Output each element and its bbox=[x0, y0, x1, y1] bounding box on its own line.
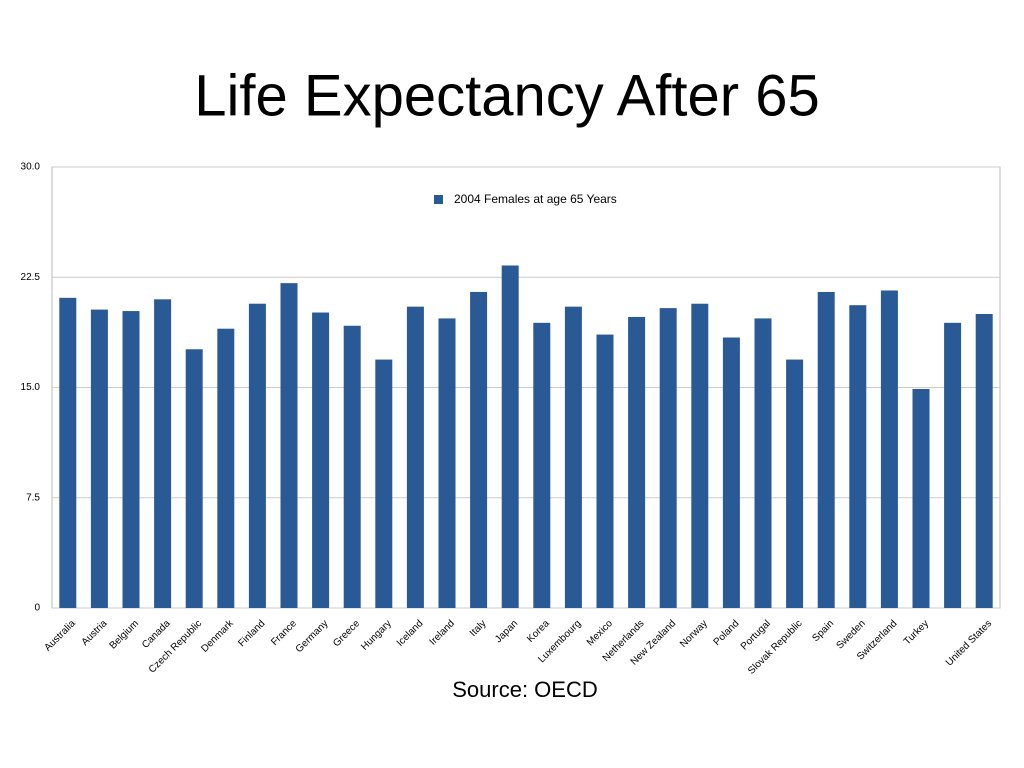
bar bbox=[975, 314, 993, 608]
y-tick-label: 0 bbox=[34, 603, 40, 614]
x-tick-label: Iceland bbox=[395, 618, 426, 649]
x-tick-label: Norway bbox=[678, 618, 710, 650]
bar bbox=[849, 305, 867, 608]
bar bbox=[217, 328, 235, 608]
bar bbox=[406, 306, 424, 608]
bar bbox=[122, 311, 140, 608]
bar bbox=[343, 325, 361, 608]
bar bbox=[786, 359, 804, 608]
chart-title: Life Expectancy After 65 bbox=[194, 63, 819, 128]
x-tick-label: Korea bbox=[525, 618, 552, 645]
bar bbox=[375, 359, 393, 608]
x-tick-label: Spain bbox=[810, 618, 836, 644]
bar bbox=[154, 299, 172, 608]
bar bbox=[596, 334, 614, 608]
x-tick-label: Japan bbox=[493, 618, 520, 645]
y-tick-label: 30.0 bbox=[21, 162, 41, 173]
x-tick-label: Italy bbox=[468, 618, 489, 639]
bar bbox=[501, 265, 519, 608]
legend-label: 2004 Females at age 65 Years bbox=[454, 192, 617, 206]
x-tick-label: Turkey bbox=[902, 618, 931, 647]
bar bbox=[691, 303, 709, 608]
bar bbox=[628, 316, 646, 608]
x-tick-label: Mexico bbox=[585, 618, 615, 648]
bar bbox=[438, 318, 456, 608]
x-tick-label: Finland bbox=[236, 618, 267, 649]
y-tick-label: 15.0 bbox=[21, 382, 41, 393]
x-tick-label: Greece bbox=[331, 618, 362, 649]
bar bbox=[944, 322, 962, 608]
x-tick-label: Poland bbox=[712, 618, 742, 648]
x-tick-label: Hungary bbox=[359, 618, 394, 653]
x-tick-label: United States bbox=[944, 618, 994, 668]
x-tick-label: Slovak Republic bbox=[746, 618, 804, 676]
x-tick-label: Ireland bbox=[428, 618, 457, 647]
x-tick-label: Denmark bbox=[199, 618, 236, 655]
bar bbox=[880, 290, 898, 608]
bar bbox=[722, 337, 740, 608]
bar bbox=[90, 309, 108, 608]
source-note: Source: OECD bbox=[452, 677, 598, 702]
x-tick-label: Germany bbox=[294, 618, 331, 655]
bar bbox=[312, 312, 330, 608]
bar bbox=[659, 308, 677, 608]
y-tick-label: 7.5 bbox=[26, 492, 40, 503]
y-tick-label: 22.5 bbox=[21, 272, 41, 283]
x-tick-label: Belgium bbox=[108, 618, 141, 651]
legend-swatch bbox=[434, 195, 443, 204]
bar bbox=[59, 297, 77, 608]
bar bbox=[248, 303, 266, 608]
bar bbox=[754, 318, 772, 608]
bar bbox=[470, 291, 488, 608]
x-tick-label: France bbox=[269, 618, 299, 648]
x-tick-label: Australia bbox=[42, 618, 78, 654]
bar bbox=[817, 291, 835, 608]
bar bbox=[185, 349, 203, 608]
bar bbox=[564, 306, 582, 608]
bar bbox=[280, 283, 298, 608]
bar bbox=[533, 322, 551, 608]
x-tick-label: Austria bbox=[80, 618, 110, 648]
bar bbox=[912, 388, 930, 608]
